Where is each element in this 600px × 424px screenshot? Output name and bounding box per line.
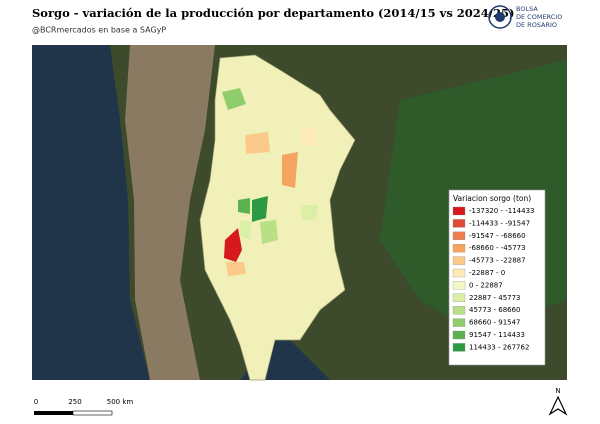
department xyxy=(224,228,242,262)
department xyxy=(260,220,278,244)
logo-emblem-core xyxy=(495,12,505,22)
legend-label: -137320 - -114433 xyxy=(469,207,534,215)
legend-swatch xyxy=(452,206,466,216)
subtitle: @BCRmercados en base a SAGyP xyxy=(32,26,166,35)
department xyxy=(252,196,268,222)
legend-label: 45773 - 68660 xyxy=(469,306,521,314)
scale-label: 0 xyxy=(34,398,38,406)
legend: Variacion sorgo (ton) -137320 - -114433-… xyxy=(448,189,546,366)
legend-swatch xyxy=(452,330,466,340)
legend-swatch xyxy=(452,343,466,352)
legend-swatch xyxy=(452,268,466,278)
department xyxy=(240,220,252,240)
scale-segment xyxy=(72,410,113,416)
scale-label: 250 xyxy=(68,398,81,406)
legend-swatch xyxy=(452,231,466,240)
department xyxy=(222,88,246,110)
logo-text: DE ROSARIO xyxy=(516,21,557,29)
legend-label: 68660 - 91547 xyxy=(469,319,521,327)
department xyxy=(282,152,298,188)
legend-label: -22887 - 0 xyxy=(469,269,505,277)
department xyxy=(245,132,270,154)
department xyxy=(238,198,250,214)
department xyxy=(300,205,318,220)
legend-label: 0 - 22887 xyxy=(469,281,503,289)
north-label: N xyxy=(555,387,560,395)
legend-swatch xyxy=(452,281,466,290)
legend-swatch xyxy=(452,306,466,315)
scale-label: 500 km xyxy=(107,398,134,406)
logo-text: BOLSA xyxy=(516,5,538,13)
legend-label: -45773 - -22887 xyxy=(469,257,526,265)
legend-label: -91547 - -68660 xyxy=(469,232,526,240)
department xyxy=(226,262,246,276)
scale-segment xyxy=(34,411,73,415)
legend-label: -114433 - -91547 xyxy=(469,219,530,227)
legend-swatch xyxy=(452,244,466,253)
north-arrow-shape xyxy=(548,395,568,416)
legend-title: Variacion sorgo (ton) xyxy=(453,194,531,203)
logo-emblem xyxy=(488,5,512,29)
legend-label: 114433 - 267762 xyxy=(469,343,529,351)
legend-label: 91547 - 114433 xyxy=(469,331,525,339)
legend-swatch xyxy=(452,318,466,327)
andes xyxy=(125,45,215,380)
legend-swatch xyxy=(452,219,466,228)
legend-label: 22887 - 45773 xyxy=(469,294,521,302)
logo-text: DE COMERCIO xyxy=(516,13,562,21)
title: Sorgo - variación de la producción por d… xyxy=(32,6,514,20)
scale-bar: 0 250 500 km xyxy=(34,398,134,416)
north-arrow: N xyxy=(548,387,568,416)
department xyxy=(300,128,318,146)
legend-items: -137320 - -114433 -114433 - -91547 -91547 … xyxy=(452,206,534,352)
legend-label: -68660 - -45773 xyxy=(469,244,526,252)
legend-swatch xyxy=(452,293,466,302)
logo: BOLSA DE COMERCIO DE ROSARIO xyxy=(488,5,562,29)
legend-swatch xyxy=(452,256,466,265)
